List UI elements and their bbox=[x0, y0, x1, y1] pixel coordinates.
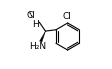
Text: H₂N: H₂N bbox=[29, 42, 45, 51]
Polygon shape bbox=[39, 31, 45, 42]
Text: H: H bbox=[32, 20, 38, 29]
Text: Cl: Cl bbox=[62, 12, 71, 21]
Text: Cl: Cl bbox=[27, 11, 35, 20]
